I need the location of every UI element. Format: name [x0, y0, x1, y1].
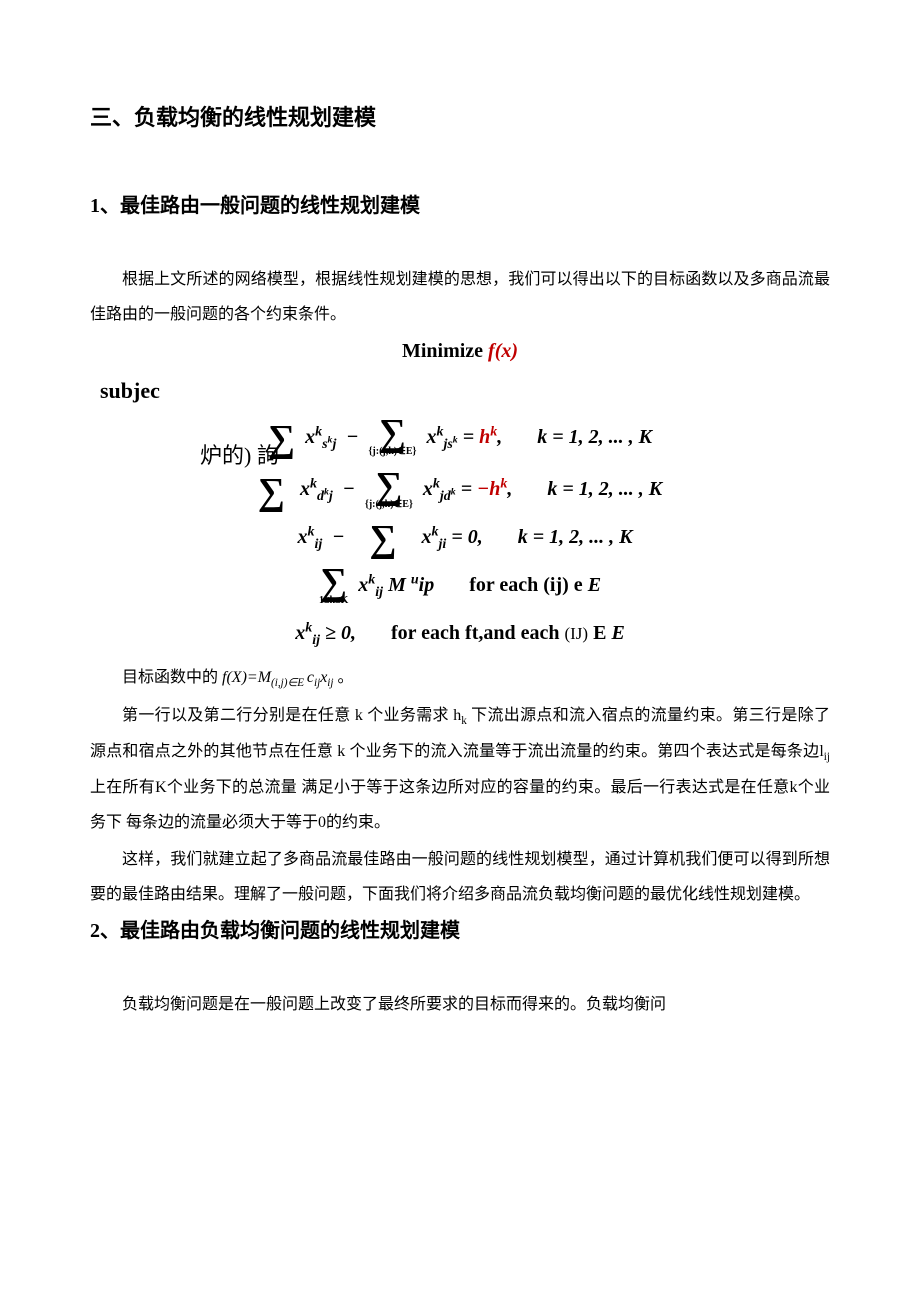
equation-2: ∑ xkdkj − ∑{j:(j,k)∈E} xkjdk = −hk, k = … — [90, 468, 830, 513]
subsection1-p2: 第一行以及第二行分别是在任意 k 个业务需求 hk 下流出源点和流入宿点的流量约… — [90, 698, 830, 840]
overlay-chinese: 炉的) 詢 — [200, 438, 279, 473]
footnote-math: f(X)=M — [222, 669, 271, 686]
p2b-cont: 上在所有K个业务下的总流量 满足小于等于这条边所对应的容量的约束。最后一行表达式… — [90, 779, 830, 831]
equation-1: 炉的) 詢 ∑ xkskj − ∑{j:(j,k)∈E} xkjsk = hk,… — [90, 416, 830, 461]
equation-3: xkij − ∑ xkji = 0, k = 1, 2, ... , K — [90, 521, 830, 556]
footnote: 目标函数中的 f(X)=M(i,j)∈E cijxij 。 — [90, 660, 830, 696]
p2a: 第一行以及第二行分别是在任意 k 个业务需求 h — [122, 707, 461, 724]
subsection1-title: 1、最佳路由一般问题的线性规划建模 — [90, 190, 830, 222]
equation-5: xkij ≥ 0, for each ft,and each (IJ) E E — [90, 617, 830, 652]
subsection1-p3: 这样，我们就建立起了多商品流最佳路由一般问题的线性规划模型，通过计算机我们便可以… — [90, 842, 830, 912]
eq5-label1: for each ft, — [391, 622, 483, 644]
eq5-label2: and each — [483, 622, 564, 644]
subsection1-p1: 根据上文所述的网络模型，根据线性规划建模的思想，我们可以得出以下的目标函数以及多… — [90, 262, 830, 332]
p2b-sub: ij — [824, 751, 830, 763]
footnote-sub1: (i,j)∈E — [271, 678, 307, 690]
footnote-prefix: 目标函数中的 — [122, 669, 222, 686]
eq4-label: for each (ij) e — [469, 574, 587, 596]
subsection2-p1: 负载均衡问题是在一般问题上改变了最终所要求的目标而得来的。负载均衡问 — [90, 987, 830, 1022]
eq5-E: E — [611, 622, 624, 644]
eq5-label3: (IJ) — [564, 624, 588, 643]
eq5-label4: E — [588, 622, 611, 644]
fx-expression: f(x) — [488, 340, 518, 362]
eq4-E: E — [588, 574, 601, 596]
eq4-M: M — [388, 574, 411, 596]
footnote-period: 。 — [334, 669, 354, 686]
section-title: 三、负载均衡的线性规划建模 — [90, 100, 830, 135]
footnote-c: c — [307, 669, 314, 686]
equation-4: ∑1≤k≤K xkij M uip for each (ij) e E — [90, 564, 830, 609]
minimize-line: Minimize f(x) — [90, 335, 830, 367]
minimize-label: Minimize — [402, 340, 483, 362]
subsection2-title: 2、最佳路由负载均衡问题的线性规划建模 — [90, 915, 830, 947]
eq4-ip: ip — [419, 574, 435, 596]
subject-label: subjec — [90, 373, 830, 408]
